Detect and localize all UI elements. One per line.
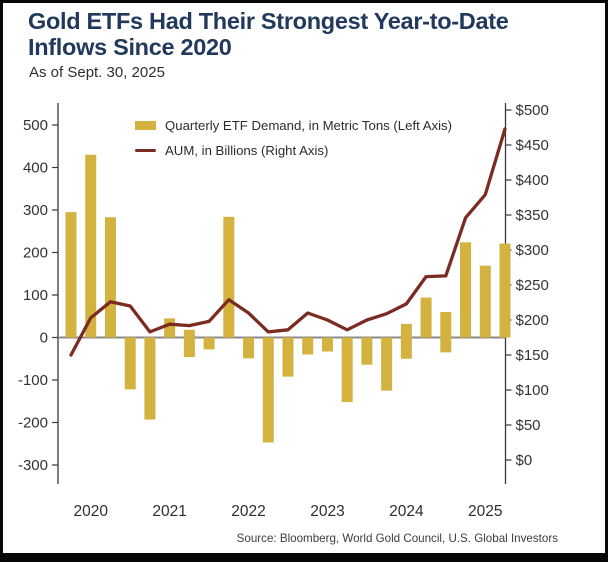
- left-axis-tick-label: -100: [18, 372, 48, 389]
- x-axis-year-label: 2021: [152, 503, 186, 520]
- chart-legend: Quarterly ETF Demand, in Metric Tons (Le…: [135, 113, 452, 163]
- bar-2024-Q1: [381, 337, 393, 391]
- right-axis-tick-label: $400: [516, 172, 549, 189]
- right-axis-tick-label: $300: [516, 242, 549, 259]
- left-axis-tick-label: 100: [23, 287, 48, 304]
- right-axis-tick-label: $350: [516, 207, 549, 224]
- x-axis-year-label: 2024: [389, 503, 424, 520]
- bar-2022-Q2: [243, 337, 255, 359]
- bar-2025-Q2: [479, 265, 491, 338]
- chart-title: Gold ETFs Had Their Strongest Year-to-Da…: [28, 8, 588, 61]
- title-line-1: Gold ETFs Had Their Strongest Year-to-Da…: [28, 8, 509, 34]
- right-axis-tick-label: $250: [516, 277, 549, 294]
- left-axis-tick-label: -200: [18, 415, 48, 432]
- bar-2021-Q4: [203, 337, 215, 350]
- legend-label-etf-demand: Quarterly ETF Demand, in Metric Tons (Le…: [165, 118, 453, 133]
- x-axis-year-label: 2022: [231, 503, 265, 520]
- title-line-2: Inflows Since 2020: [28, 34, 232, 61]
- right-axis-tick-label: $450: [516, 137, 549, 154]
- legend-item-aum: AUM, in Billions (Right Axis): [135, 138, 452, 163]
- legend-label-aum: AUM, in Billions (Right Axis): [165, 143, 329, 158]
- bar-2023-Q3: [341, 337, 353, 403]
- left-axis-tick-label: 0: [40, 330, 48, 347]
- bar-2023-Q1: [302, 337, 314, 355]
- right-axis-tick-label: $100: [516, 382, 549, 399]
- bar-2023-Q4: [361, 337, 373, 365]
- bar-2021-Q1: [144, 337, 156, 420]
- right-axis-tick-label: $50: [516, 417, 541, 434]
- left-axis-tick-label: 200: [23, 245, 48, 262]
- x-axis-year-label: 2020: [73, 503, 108, 520]
- bar-2020-Q3: [104, 217, 116, 338]
- source-note: Source: Bloomberg, World Gold Council, U…: [236, 532, 558, 545]
- x-axis-year-label: 2025: [468, 503, 502, 520]
- bar-2024-Q2: [400, 323, 412, 359]
- bar-2024-Q4: [440, 312, 452, 353]
- bar-2022-Q1: [223, 216, 235, 338]
- bar-2020-Q2: [85, 154, 97, 338]
- aum-line: [69, 127, 507, 357]
- right-axis-tick-label: $200: [516, 312, 549, 329]
- right-axis-tick-label: $150: [516, 347, 549, 364]
- bar-2022-Q4: [282, 337, 294, 377]
- right-axis-tick-label: $0: [516, 452, 533, 469]
- left-axis-tick-label: -300: [18, 457, 48, 474]
- bar-2021-Q3: [183, 329, 195, 358]
- as-of-date: As of Sept. 30, 2025: [29, 64, 165, 81]
- right-axis-tick-label: $500: [516, 102, 549, 119]
- maroon-line-swatch-icon: [135, 148, 156, 153]
- x-axis-year-label: 2023: [310, 503, 344, 520]
- gold-bar-swatch-icon: [135, 121, 156, 130]
- bar-2021-Q2: [164, 318, 176, 338]
- bar-2023-Q2: [321, 337, 333, 352]
- left-axis-tick-label: 500: [23, 117, 48, 134]
- left-axis-tick-label: 300: [23, 202, 48, 219]
- bar-2022-Q3: [262, 337, 274, 443]
- legend-item-etf-demand: Quarterly ETF Demand, in Metric Tons (Le…: [135, 113, 452, 138]
- bar-2020-Q4: [124, 337, 136, 390]
- bar-2020-Q1: [65, 212, 77, 338]
- left-axis-tick-label: 400: [23, 160, 48, 177]
- bar-2025-Q3: [499, 243, 511, 338]
- bar-2024-Q3: [420, 297, 432, 338]
- bar-2025-Q1: [460, 242, 472, 338]
